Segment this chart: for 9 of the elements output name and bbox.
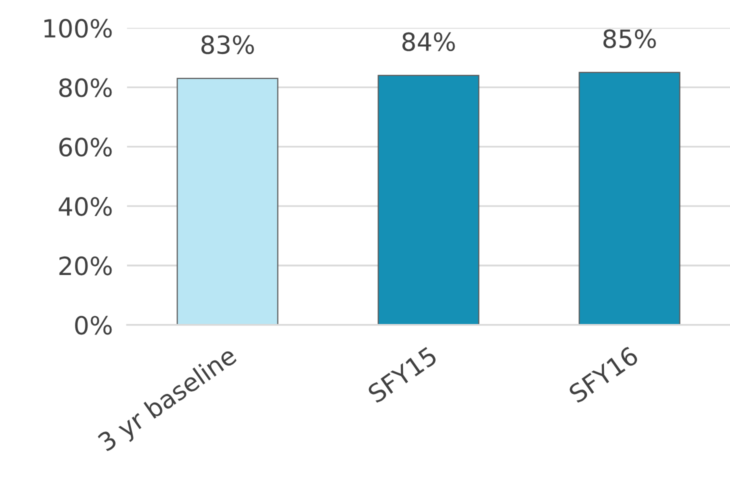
- data-label: 85%: [603, 29, 656, 48]
- y-tick-label: 80%: [59, 78, 112, 98]
- y-tick-label: 40%: [58, 197, 112, 216]
- data-label: 83%: [201, 35, 254, 54]
- y-tick-label: 100%: [44, 18, 112, 38]
- data-label: 84%: [402, 32, 455, 52]
- y-tick-label: 60%: [59, 138, 112, 157]
- y-tick-label: 20%: [59, 256, 112, 276]
- y-tick-label: 0%: [75, 316, 112, 335]
